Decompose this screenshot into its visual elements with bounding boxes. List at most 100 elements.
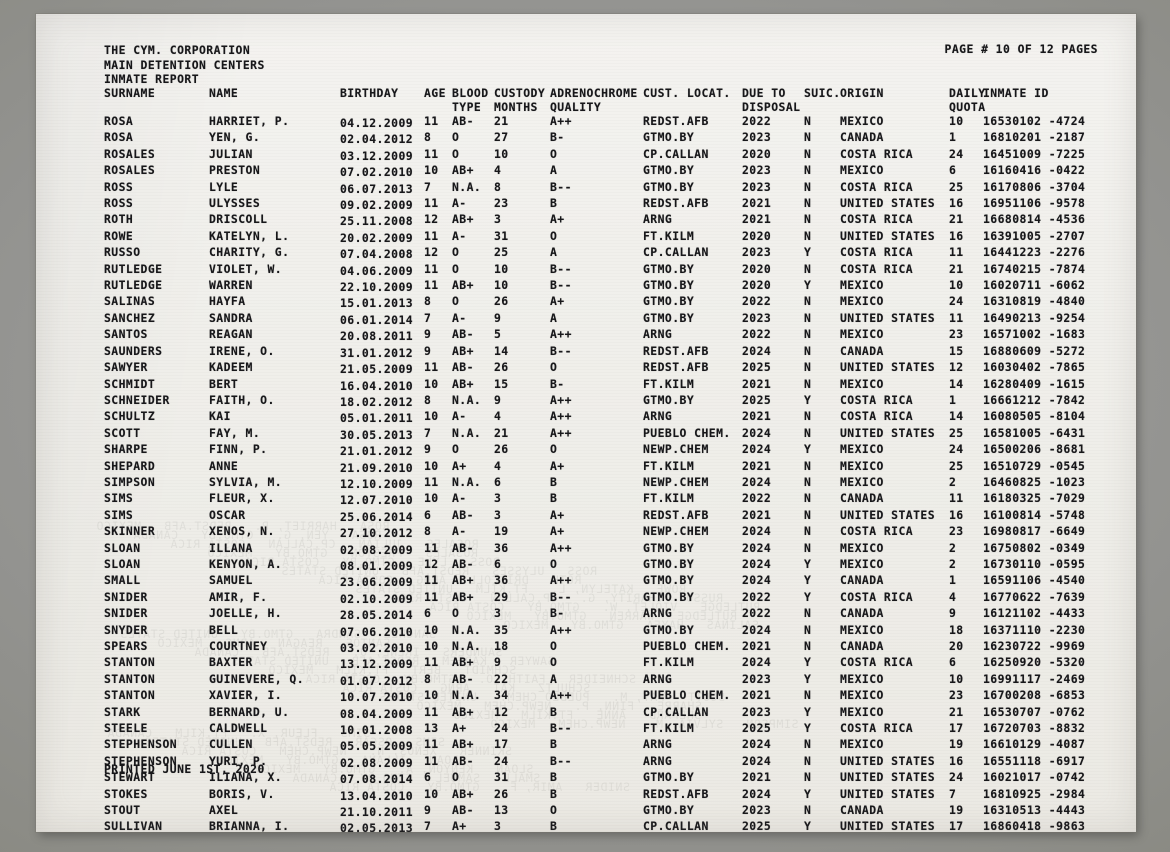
cell-name: SYLVIA, M. [209,474,283,489]
cell-custody: 9 [494,392,502,407]
cell-inmate-id: 16160416 -0422 [983,163,1086,178]
cell-origin: CANADA [840,130,884,145]
cell-blood: A+ [452,458,467,473]
cell-suic: Y [804,245,812,260]
cell-location: REDST.AFB [643,786,709,801]
cell-inmate-id: 16230722 -9969 [983,639,1086,653]
cell-inmate-id: 16591106 -4540 [983,573,1086,588]
cell-origin: MEXICO [840,278,884,293]
cell-blood: AB+ [452,655,474,670]
cell-inmate-id: 16310819 -4840 [983,294,1086,309]
cell-quota: 16 [949,507,964,522]
cell-location: FT.KILM [643,721,695,736]
cell-age: 10 [424,163,439,178]
cell-inmate-id: 16680814 -4536 [983,212,1086,227]
cell-blood: O [452,442,460,457]
cell-surname: SANTOS [104,327,148,342]
cell-adreno: O [550,146,558,161]
cell-quota: 24 [949,770,964,785]
cell-origin: COSTA RICA [840,409,914,424]
cell-birthday: 12.10.2009 [340,476,414,491]
cell-blood: AB+ [452,786,474,801]
cell-quota: 25 [949,425,964,440]
cell-suic: N [804,770,812,785]
cell-suic: N [804,622,812,637]
cell-location: FT.KILM [643,228,695,243]
cell-age: 9 [424,442,432,457]
cell-location: NEWP.CHEM [643,442,709,457]
cell-surname: SULLIVAN [104,819,163,834]
cell-adreno: A [550,671,558,686]
cell-quota: 6 [949,655,957,670]
cell-quota: 23 [949,688,964,703]
cell-location: GTMO.BY [643,622,695,637]
cell-custody: 26 [494,786,509,801]
cell-inmate-id: 16441223 -2276 [983,245,1086,260]
cell-adreno: A++ [550,392,572,407]
cell-origin: MEXICO [840,704,884,719]
cell-suic: N [804,639,812,653]
cell-origin: MEXICO [840,556,884,571]
cell-location: NEWP.CHEM [643,524,709,539]
cell-birthday: 21.01.2012 [340,444,414,459]
cell-suic: N [804,114,812,128]
cell-location: ARNG [643,327,673,342]
cell-due: 2024 [742,425,772,440]
cell-adreno: B-- [550,753,572,768]
cell-due: 2021 [742,409,772,424]
cell-custody: 8 [494,179,502,194]
cell-age: 10 [424,409,439,424]
cell-suic: Y [804,819,812,834]
cell-custody: 14 [494,343,509,358]
cell-surname: SLOAN [104,556,141,571]
cell-adreno: O [550,360,558,375]
cell-quota: 11 [949,491,964,506]
cell-surname: ROSS [104,179,134,194]
cell-name: CHARITY, G. [209,245,290,260]
cell-name: KENYON, A. [209,556,283,571]
cell-age: 11 [424,655,439,670]
cell-surname: RUSSO [104,245,141,260]
cell-quota: 24 [949,442,964,457]
cell-adreno: O [550,228,558,243]
cell-quota: 21 [949,704,964,719]
cell-location: CP.CALLAN [643,704,709,719]
cell-origin: COSTA RICA [840,655,914,670]
cell-name: AMIR, F. [209,589,268,604]
cell-origin: CANADA [840,573,884,588]
cell-origin: COSTA RICA [840,212,914,227]
cell-name: BERT [209,376,239,391]
cell-custody: 36 [494,540,509,555]
cell-blood: AB+ [452,163,474,178]
cell-location: GTMO.BY [643,556,695,571]
cell-blood: AB- [452,753,474,768]
cell-quota: 7 [949,786,957,801]
cell-adreno: A [550,310,558,325]
cell-blood: N.A. [452,392,482,407]
cell-due: 2022 [742,606,772,621]
cell-surname: ROWE [104,228,134,243]
cell-blood: O [452,245,460,260]
cell-custody: 10 [494,278,509,293]
cell-quota: 25 [949,179,964,194]
cell-blood: A- [452,524,467,539]
cell-due: 2021 [742,212,772,227]
cell-custody: 3 [494,606,502,621]
cell-adreno: B [550,196,558,211]
cell-due: 2025 [742,360,772,375]
cell-location: REDST.AFB [643,360,709,375]
org-line-2: MAIN DETENTION CENTERS [104,57,265,72]
cell-origin: UNITED STATES [840,770,936,785]
cell-location: PUEBLO CHEM. [643,688,731,703]
cell-inmate-id: 16250920 -5320 [983,655,1086,670]
column-header-suic: SUIC. [804,86,841,100]
cell-surname: SNIDER [104,589,148,604]
cell-quota: 10 [949,114,964,128]
printed-date-text: PRINTED JUNE 1ST, 2020 [104,762,265,776]
cell-age: 11 [424,540,439,555]
cell-birthday: 06.07.2013 [340,181,414,196]
cell-blood: O [452,261,460,276]
cell-birthday: 02.04.2012 [340,132,414,147]
cell-origin: MEXICO [840,622,884,637]
cell-surname: SCHNEIDER [104,392,170,407]
